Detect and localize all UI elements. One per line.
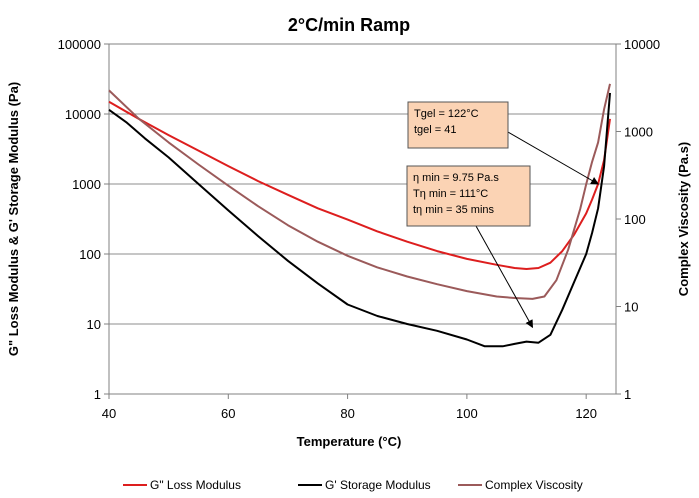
legend-label: G' Storage Modulus <box>325 478 431 492</box>
annotation-arrow <box>475 225 533 329</box>
annotation-box <box>407 101 509 149</box>
annotation-arrow <box>507 131 599 185</box>
y-left-tick-label: 1 <box>94 387 101 402</box>
y-left-tick-label: 10 <box>87 317 101 332</box>
y-left-tick-label: 100 <box>79 247 101 262</box>
x-tick-label: 120 <box>575 406 597 421</box>
annotation-box <box>406 165 531 227</box>
series-lines <box>108 83 611 348</box>
gridlines <box>109 113 616 325</box>
x-axis-ticks: 40 60 80 100 120 <box>102 394 597 421</box>
annotation-line: tgel = 41 <box>414 124 457 136</box>
x-tick-label: 60 <box>221 406 235 421</box>
y-left-axis-title: G" Loss Modulus & G' Storage Modulus (Pa… <box>6 82 21 356</box>
annotation-line: tη min = 35 mins <box>413 204 495 216</box>
x-tick-label: 100 <box>456 406 478 421</box>
y-right-tick-label: 10 <box>624 300 638 315</box>
annotations: Tgel = 122°C tgel = 41 η min = 9.75 Pa.s Tη… <box>406 101 599 329</box>
legend-label: Complex Viscosity <box>485 478 583 492</box>
chart-title: 2°C/min Ramp <box>288 15 410 35</box>
annotation-line: η min = 9.75 Pa.s <box>413 172 499 184</box>
y-right-tick-label: 10000 <box>624 37 660 52</box>
series-line-2 <box>108 83 611 300</box>
y-left-tick-label: 100000 <box>58 37 101 52</box>
y-left-tick-label: 1000 <box>72 177 101 192</box>
x-axis-title: Temperature (°C) <box>297 434 402 449</box>
y-left-tick-label: 10000 <box>65 107 101 122</box>
y-right-tick-label: 1 <box>624 387 631 402</box>
legend: G" Loss Modulus G' Storage Modulus Complex… <box>123 478 583 492</box>
y-right-tick-label: 100 <box>624 212 646 227</box>
annotation-line: Tη min = 111°C <box>413 188 488 200</box>
legend-label: G" Loss Modulus <box>150 478 241 492</box>
y-right-tick-label: 1000 <box>624 125 653 140</box>
annotation-line: Tgel = 122°C <box>414 108 479 120</box>
series-line-0 <box>108 100 611 270</box>
y-left-axis-ticks: 1 10 100 1000 10000 100000 <box>58 37 109 402</box>
x-tick-label: 40 <box>102 406 116 421</box>
y-right-axis-title: Complex Viscosity (Pa.s) <box>676 142 691 296</box>
series-line-1 <box>108 92 611 348</box>
y-right-axis-ticks: 1 10 100 1000 10000 <box>616 37 660 402</box>
x-tick-label: 80 <box>340 406 354 421</box>
